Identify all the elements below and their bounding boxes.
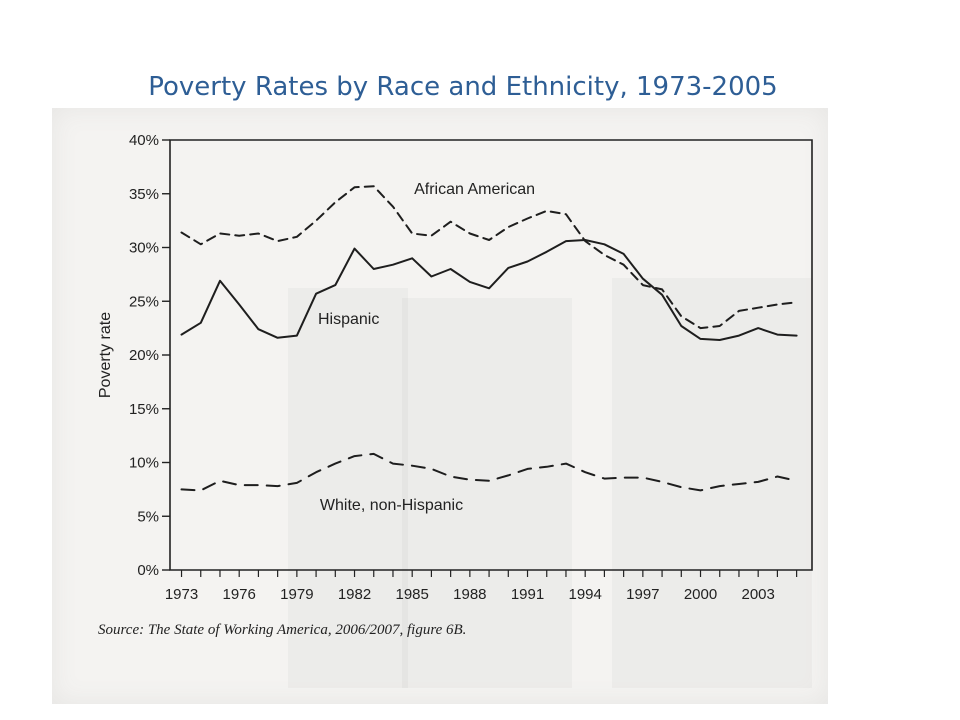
y-tick-label: 0% bbox=[137, 562, 159, 579]
series-label-white-non-hispanic: White, non-Hispanic bbox=[320, 497, 463, 514]
x-tick-label: 1988 bbox=[453, 586, 486, 603]
x-tick-label: 2000 bbox=[684, 586, 717, 603]
scan-shading bbox=[288, 288, 408, 688]
y-tick-label: 15% bbox=[129, 401, 159, 418]
y-tick-label: 5% bbox=[137, 508, 159, 525]
series-label-hispanic: Hispanic bbox=[318, 311, 379, 328]
scan-shading bbox=[402, 298, 572, 688]
slide-title: Poverty Rates by Race and Ethnicity, 197… bbox=[148, 72, 778, 102]
y-axis-label: Poverty rate bbox=[97, 312, 114, 398]
source-note: Source: The State of Working America, 20… bbox=[98, 622, 467, 638]
y-tick-label: 30% bbox=[129, 240, 159, 257]
y-tick-label: 35% bbox=[129, 186, 159, 203]
x-tick-label: 1994 bbox=[568, 586, 601, 603]
scan-shading bbox=[612, 278, 812, 688]
y-tick-label: 20% bbox=[129, 347, 159, 364]
x-tick-label: 1976 bbox=[223, 586, 256, 603]
series-line-hispanic bbox=[180, 239, 798, 341]
scanned-figure bbox=[52, 108, 828, 704]
x-tick-label: 1973 bbox=[165, 586, 198, 603]
series-line-white-non-hispanic bbox=[180, 452, 798, 492]
x-tick-label: 1979 bbox=[280, 586, 313, 603]
x-tick-label: 1997 bbox=[626, 586, 659, 603]
series-line-african-american bbox=[180, 185, 798, 330]
chart-axes bbox=[169, 139, 813, 571]
y-tick-label: 10% bbox=[129, 455, 159, 472]
series-label-african-american: African American bbox=[414, 181, 535, 198]
x-tick-label: 1991 bbox=[511, 586, 544, 603]
series-lines bbox=[180, 185, 798, 492]
x-tick-label: 1985 bbox=[396, 586, 429, 603]
plot-frame bbox=[169, 139, 813, 571]
x-tick-label: 1982 bbox=[338, 586, 371, 603]
x-tick-label: 2003 bbox=[741, 586, 774, 603]
y-tick-label: 25% bbox=[129, 293, 159, 310]
x-axis-ticks: 1973 1976 1979 1982 1985 1988 1991 1994 1997 2000… bbox=[165, 570, 798, 603]
y-tick-label: 40% bbox=[129, 132, 159, 149]
y-axis-ticks: 0% 5% 10% 15% 20% 25% 30% 35% 40% bbox=[129, 132, 170, 579]
